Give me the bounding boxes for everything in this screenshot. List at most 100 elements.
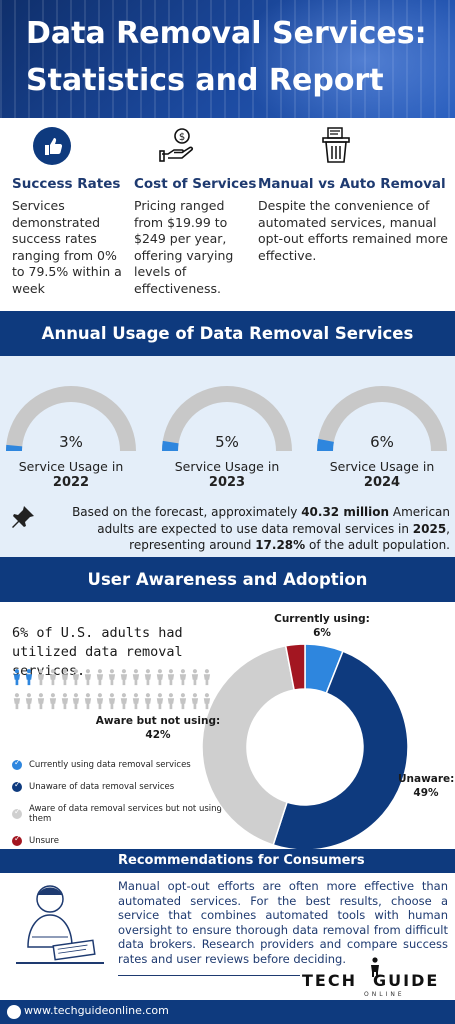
- person-icon: [13, 693, 21, 710]
- label-value: 6%: [313, 627, 331, 639]
- forecast-part: Based on the forecast, approximately: [72, 505, 302, 519]
- label-aware-not-using: Aware but not using: 42%: [88, 714, 228, 742]
- person-icon: [108, 669, 116, 686]
- gauge-label: Service Usage in 2022: [0, 459, 146, 491]
- gauge-caption: Service Usage in: [18, 459, 124, 474]
- gauge-year: 2023: [208, 475, 246, 490]
- people-row: [12, 668, 212, 686]
- awareness-panel: 6% of U.S. adults had utilized data remo…: [0, 602, 455, 851]
- annual-usage-panel: 3% Service Usage in 2022 5% Service Usag…: [0, 356, 455, 557]
- person-icon: [156, 669, 163, 686]
- forecast-part: , representing around: [129, 521, 450, 553]
- hand-coin-icon: $: [159, 128, 194, 162]
- legend-label: Currently using data removal services: [29, 760, 191, 770]
- donut-slice-aware-but-not-using: [201, 644, 296, 846]
- person-reading-illustration: [16, 885, 104, 964]
- logo-wordmark: TECH GUIDE: [302, 971, 440, 990]
- gauge-percentage: 3%: [59, 433, 83, 451]
- feature-success-rates: Success Rates Services demonstrated succ…: [12, 126, 124, 297]
- footer-link[interactable]: www.techguideonline.com: [24, 1004, 169, 1017]
- recommendations-panel: Manual opt-out efforts are often more ef…: [0, 873, 455, 999]
- legend-item: Unsure: [12, 834, 242, 846]
- section-title-awareness: User Awareness and Adoption: [0, 557, 455, 602]
- pushpin-icon: [12, 506, 34, 528]
- label-currently-using: Currently using: 6%: [272, 612, 372, 640]
- person-icon: [144, 669, 151, 686]
- person-icon: [180, 693, 187, 710]
- forecast-highlight: 2025: [412, 521, 447, 536]
- legend-label: Unsure: [29, 836, 59, 846]
- label-text: Currently using:: [274, 613, 370, 625]
- trash-document-icon: [322, 127, 350, 163]
- gauge-percentage: 5%: [215, 433, 239, 451]
- page-title: Data Removal Services: Statistics and Re…: [26, 16, 427, 98]
- recommendations-text: Manual opt-out efforts are often more ef…: [118, 879, 448, 966]
- person-icon: [73, 669, 80, 686]
- legend-item: Currently using data removal services: [12, 758, 242, 770]
- person-icon: [73, 693, 80, 710]
- person-icon: [191, 669, 199, 686]
- check-circle-icon: [12, 780, 22, 792]
- usage-gauge-2023: 5% Service Usage in 2023: [162, 386, 292, 490]
- gauge-label: Service Usage in 2024: [307, 459, 455, 491]
- person-icon: [37, 693, 44, 710]
- person-icon: [85, 669, 92, 686]
- gauge-arc: [317, 386, 447, 452]
- section-title-recommendations: Recommendations for Consumers: [0, 849, 455, 873]
- person-icon: [120, 693, 127, 710]
- awareness-donut-chart: [201, 643, 409, 851]
- banner-glow: [235, 0, 455, 118]
- footer: www.techguideonline.com: [0, 1000, 455, 1024]
- person-icon: [168, 693, 175, 710]
- person-icon: [203, 669, 211, 686]
- gauge-year: 2024: [363, 475, 401, 490]
- feature-columns: Success Rates Services demonstrated succ…: [0, 118, 455, 310]
- donut-slice-unsure: [284, 643, 306, 691]
- section-title-annual-usage: Annual Usage of Data Removal Services: [0, 311, 455, 356]
- gauge-arc: [6, 386, 136, 452]
- person-icon: [108, 693, 116, 710]
- person-icon: [180, 669, 187, 686]
- label-text: Unaware:: [398, 773, 455, 785]
- usage-gauge-2022: 3% Service Usage in 2022: [6, 386, 136, 490]
- globe-icon: [7, 1005, 21, 1019]
- thumbs-up-icon: [33, 127, 71, 165]
- person-icon: [144, 693, 151, 710]
- person-icon: [61, 669, 68, 686]
- feature-title: Manual vs Auto Removal: [258, 176, 446, 192]
- person-icon: [191, 693, 199, 710]
- person-icon: [96, 669, 104, 686]
- feature-manual-vs-auto: Manual vs Auto Removal Despite the conve…: [258, 126, 448, 264]
- gauge-year: 2022: [52, 475, 90, 490]
- feature-text: Services demonstrated success rates rang…: [12, 198, 122, 296]
- gauge-arc: [162, 386, 292, 452]
- gauge-label: Service Usage in 2023: [152, 459, 302, 491]
- logo-person-icon: [371, 957, 379, 977]
- person-icon: [49, 669, 56, 686]
- person-icon: [25, 669, 32, 686]
- label-unaware: Unaware: 49%: [398, 772, 454, 800]
- forecast-text: Based on the forecast, approximately 40.…: [40, 504, 450, 554]
- forecast-highlight: 40.32 million: [301, 505, 390, 519]
- people-row: [12, 692, 212, 710]
- feature-title: Success Rates: [12, 176, 121, 192]
- person-icon: [96, 693, 104, 710]
- person-icon: [132, 669, 139, 686]
- forecast-part: American adults are expected to use data…: [97, 505, 450, 536]
- label-value: 49%: [413, 787, 439, 799]
- gauge-fill: [317, 438, 334, 452]
- person-icon: [49, 693, 56, 710]
- logo-subtitle: ONLINE: [364, 991, 405, 998]
- gauge-caption: Service Usage in: [329, 459, 435, 474]
- svg-text:$: $: [179, 132, 185, 143]
- legend-label: Unaware of data removal services: [29, 782, 175, 792]
- label-text: Aware but not using:: [95, 715, 221, 727]
- person-icon: [25, 693, 32, 710]
- header-banner: Data Removal Services: Statistics and Re…: [0, 0, 455, 118]
- person-icon: [13, 669, 21, 686]
- check-circle-icon: [12, 807, 22, 819]
- divider: [118, 975, 300, 976]
- chart-legend: Currently using data removal services Un…: [12, 758, 242, 858]
- person-icon: [203, 693, 211, 710]
- usage-gauge-2024: 6% Service Usage in 2024: [317, 386, 447, 490]
